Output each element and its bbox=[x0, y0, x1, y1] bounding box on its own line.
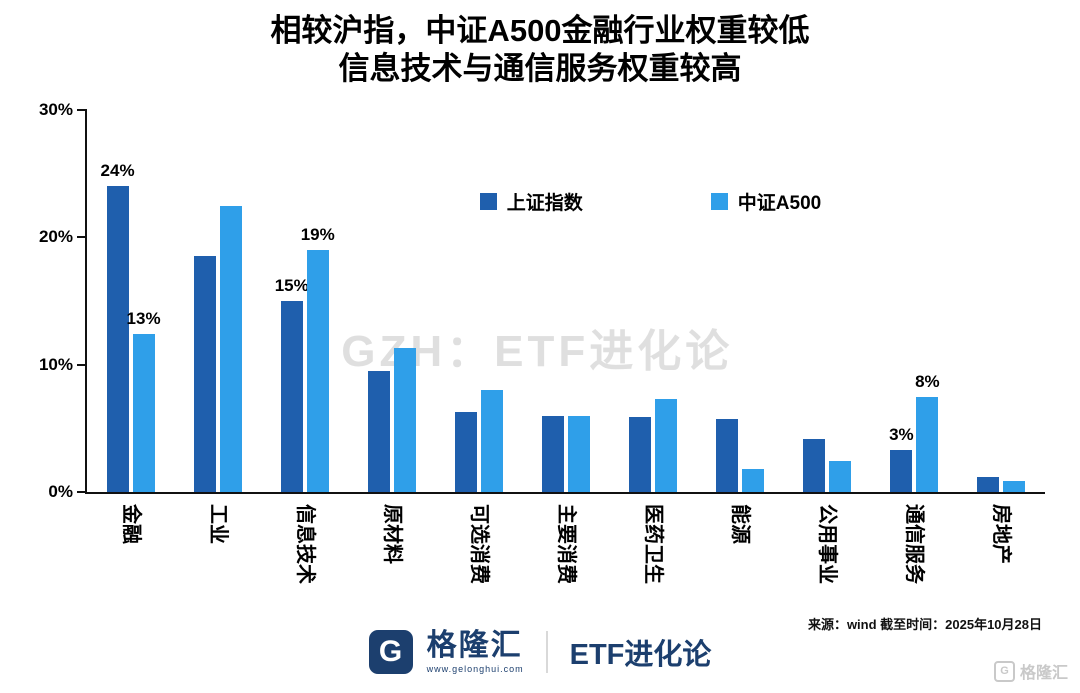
y-axis-label: 0% bbox=[48, 482, 73, 501]
category-group: 能源 bbox=[697, 110, 784, 544]
category-group: 房地产 bbox=[958, 110, 1045, 564]
chart-title-line2: 信息技术与通信服务权重较高 bbox=[338, 50, 742, 86]
bar-中证A500 bbox=[829, 461, 852, 492]
bar-中证A500 bbox=[742, 469, 765, 492]
bar-上证指数 bbox=[803, 438, 826, 492]
y-axis-tick bbox=[77, 363, 87, 366]
category-group: 工业 bbox=[174, 110, 261, 544]
bar-上证指数 bbox=[542, 415, 565, 492]
bar-value-label: 8% bbox=[915, 371, 940, 391]
bar-中证A500 bbox=[1003, 480, 1026, 492]
bar-上证指数: 24% bbox=[101, 161, 135, 492]
x-axis-label: 原材料 bbox=[380, 504, 403, 564]
corner-watermark: G 格隆汇 bbox=[993, 659, 1068, 683]
chart-title: 相较沪指，中证A500金融行业权重较低 信息技术与通信服务权重较高 bbox=[0, 12, 1080, 88]
x-axis-label: 通信服务 bbox=[903, 504, 926, 584]
y-axis-tick bbox=[77, 491, 87, 493]
category-group: 可选消费 bbox=[435, 110, 522, 584]
legend-item-sse: 上证指数 bbox=[479, 188, 583, 215]
x-axis-label: 信息技术 bbox=[293, 504, 316, 584]
bar-中证A500: 19% bbox=[301, 225, 335, 492]
x-axis-label: 公用事业 bbox=[816, 504, 839, 584]
corner-watermark-text: 格隆汇 bbox=[1019, 665, 1068, 682]
category-group: 主要消费 bbox=[522, 110, 609, 584]
bar-中证A500 bbox=[568, 415, 591, 492]
bar-上证指数: 15% bbox=[275, 276, 309, 492]
legend-label-a500: 中证A500 bbox=[737, 193, 822, 214]
y-axis-tick bbox=[77, 109, 87, 111]
bar-上证指数 bbox=[716, 419, 739, 492]
bar-中证A500: 13% bbox=[127, 309, 161, 492]
bar-上证指数 bbox=[977, 476, 1000, 492]
legend: 上证指数 中证A500 bbox=[479, 188, 822, 215]
x-axis-label: 工业 bbox=[206, 504, 229, 544]
brand-block: 格隆汇 www.gelonghui.com bbox=[426, 628, 524, 674]
footer-divider bbox=[545, 631, 548, 673]
category-group: 24% 13% 金融 bbox=[87, 110, 174, 544]
bar-value-label: 19% bbox=[300, 225, 335, 245]
y-axis-tick bbox=[77, 236, 87, 239]
y-axis-label: 30% bbox=[38, 100, 73, 119]
legend-label-sse: 上证指数 bbox=[506, 193, 583, 214]
brand-url: www.gelonghui.com bbox=[426, 663, 524, 674]
legend-swatch-sse bbox=[479, 193, 497, 210]
y-axis-label: 10% bbox=[38, 354, 73, 374]
bar-上证指数: 3% bbox=[889, 425, 914, 492]
source-note: 来源：wind 截至时间：2025年10月28日 bbox=[807, 617, 1042, 632]
legend-swatch-a500 bbox=[710, 193, 728, 210]
bar-上证指数 bbox=[454, 411, 477, 492]
bar-value-label: 3% bbox=[889, 424, 914, 444]
bar-上证指数 bbox=[367, 371, 390, 492]
category-group: 原材料 bbox=[348, 110, 435, 564]
footer-brand-bar: G 格隆汇 www.gelonghui.com ETF进化论 bbox=[0, 630, 1080, 674]
corner-logo-icon: G bbox=[993, 660, 1015, 682]
bar-中证A500 bbox=[655, 399, 678, 492]
x-axis-label: 能源 bbox=[729, 504, 752, 544]
bar-中证A500 bbox=[219, 205, 242, 492]
x-axis-label: 可选消费 bbox=[467, 504, 490, 584]
category-group: 公用事业 bbox=[784, 110, 871, 584]
bar-value-label: 15% bbox=[274, 276, 309, 295]
bar-中证A500: 8% bbox=[915, 372, 940, 492]
product-name: ETF进化论 bbox=[569, 639, 712, 671]
x-axis-label: 房地产 bbox=[990, 504, 1013, 564]
plot-area: GZH：ETF进化论 上证指数 中证A500 24% 13% 金融 工业 15% 19% 信… bbox=[39, 100, 1045, 585]
bar-中证A500 bbox=[393, 348, 416, 492]
y-axis-label: 20% bbox=[38, 227, 73, 247]
x-axis-label: 医药卫生 bbox=[642, 504, 665, 584]
legend-item-a500: 中证A500 bbox=[710, 188, 822, 215]
bars-container: 24% 13% 金融 工业 15% 19% 信息技术 原材料 可选消费 主要消费 医药卫生 能源 公用事… bbox=[87, 110, 1045, 585]
category-group: 医药卫生 bbox=[610, 110, 697, 584]
x-axis-label: 金融 bbox=[119, 504, 142, 544]
chart-title-line1: 相较沪指，中证A500金融行业权重较低 bbox=[270, 13, 810, 48]
brand-name: 格隆汇 bbox=[426, 628, 523, 662]
x-axis-label: 主要消费 bbox=[555, 504, 578, 584]
bar-上证指数 bbox=[193, 256, 216, 492]
bar-中证A500 bbox=[480, 390, 503, 492]
category-group: 3% 8% 通信服务 bbox=[871, 110, 958, 585]
category-group: 15% 19% 信息技术 bbox=[261, 110, 348, 584]
bar-value-label: 24% bbox=[100, 161, 135, 181]
bar-value-label: 13% bbox=[126, 309, 161, 329]
bar-上证指数 bbox=[629, 416, 652, 492]
gelonghui-logo-icon: G bbox=[368, 630, 413, 674]
